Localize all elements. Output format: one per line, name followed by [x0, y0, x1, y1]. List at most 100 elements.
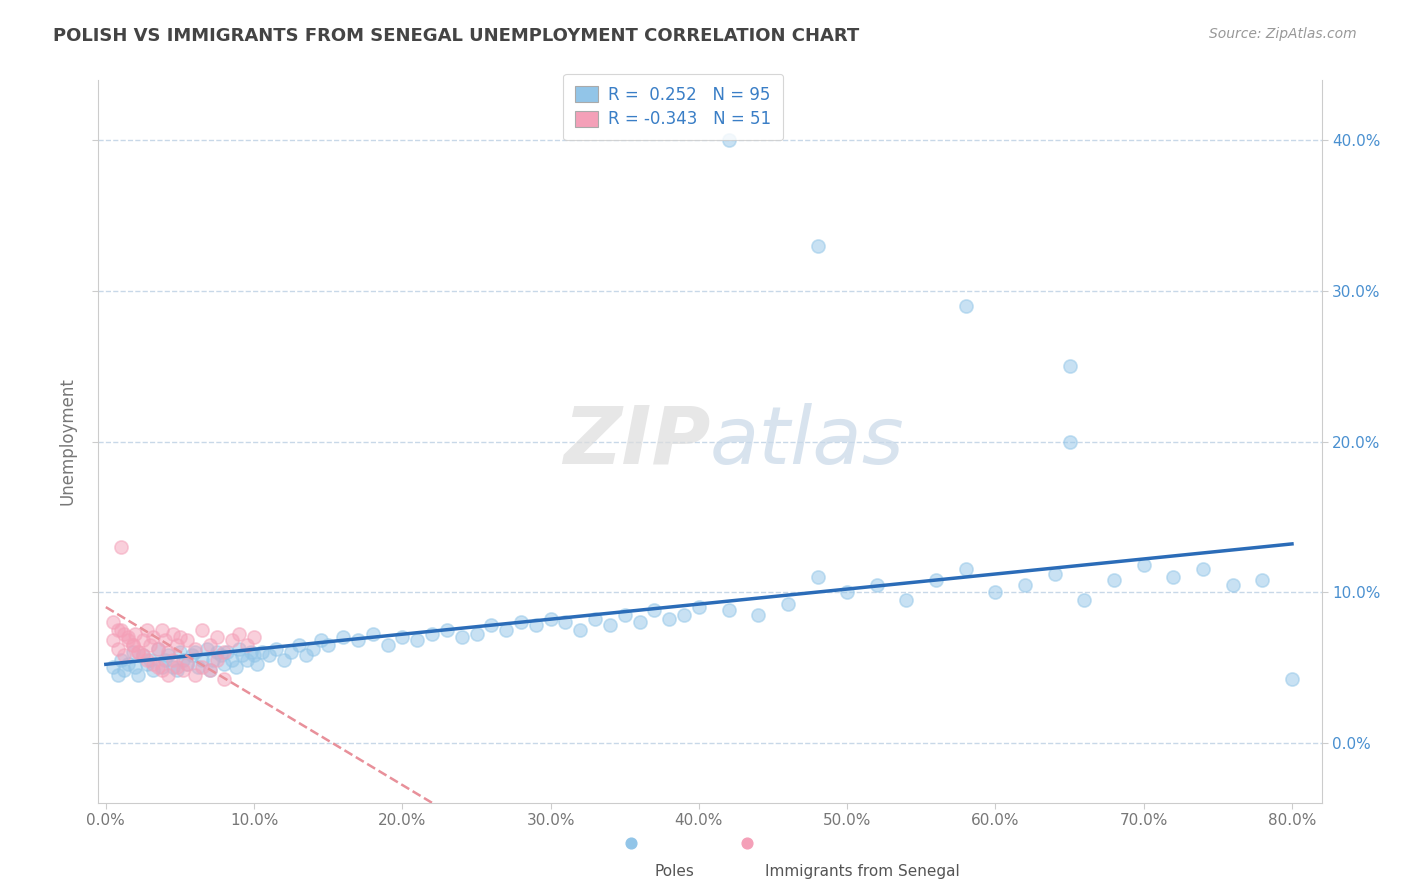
Point [136, 623, 159, 637]
Point [157, 645, 180, 659]
Point [107, 642, 129, 657]
Point [112, 627, 135, 641]
Point [214, 657, 236, 672]
Point [465, 627, 488, 641]
Point [110, 623, 132, 637]
Point [406, 633, 429, 648]
Point [250, 645, 273, 659]
Point [280, 645, 302, 659]
Text: atlas: atlas [710, 402, 905, 481]
Point [172, 653, 194, 667]
Point [201, 653, 224, 667]
Point [166, 660, 188, 674]
Point [176, 657, 198, 672]
Point [225, 660, 247, 674]
Point [157, 668, 180, 682]
Point [316, 638, 339, 652]
Point [540, 612, 562, 626]
Point [1163, 570, 1185, 584]
Point [1281, 673, 1303, 687]
Text: Source: ZipAtlas.com: Source: ZipAtlas.com [1209, 27, 1357, 41]
Point [214, 645, 236, 659]
Point [1059, 359, 1081, 374]
Point [658, 612, 681, 626]
Point [198, 664, 221, 678]
Point [955, 562, 977, 576]
Point [450, 630, 472, 644]
Point [103, 615, 125, 630]
Point [510, 615, 533, 630]
Point [162, 653, 184, 667]
Legend: R =  0.252   N = 95, R = -0.343   N = 51: R = 0.252 N = 95, R = -0.343 N = 51 [564, 74, 783, 140]
Point [1073, 592, 1095, 607]
Point [121, 638, 143, 652]
Point [127, 645, 149, 659]
Text: POLISH VS IMMIGRANTS FROM SENEGAL UNEMPLOYMENT CORRELATION CHART: POLISH VS IMMIGRANTS FROM SENEGAL UNEMPL… [53, 27, 859, 45]
Point [150, 623, 173, 637]
Point [205, 645, 228, 659]
Point [176, 633, 198, 648]
Point [740, 818, 762, 832]
Point [132, 633, 155, 648]
Point [1222, 577, 1244, 591]
Point [524, 618, 547, 632]
Point [1102, 573, 1125, 587]
Point [146, 642, 169, 657]
Point [150, 660, 173, 674]
Point [295, 648, 318, 663]
Point [221, 653, 243, 667]
Point [191, 623, 214, 637]
Point [117, 630, 139, 644]
Point [243, 648, 266, 663]
Point [287, 638, 309, 652]
Point [776, 597, 799, 611]
Point [643, 603, 665, 617]
Point [240, 645, 263, 659]
Point [146, 642, 169, 657]
Point [103, 633, 125, 648]
Point [309, 633, 332, 648]
Point [228, 627, 250, 641]
Point [195, 642, 218, 657]
Point [176, 657, 198, 672]
Point [191, 660, 214, 674]
Point [1251, 573, 1274, 587]
Point [153, 653, 176, 667]
Point [187, 660, 209, 674]
Point [136, 657, 159, 672]
Point [1043, 567, 1066, 582]
Point [257, 648, 280, 663]
Point [273, 653, 295, 667]
Point [184, 668, 207, 682]
Text: Poles: Poles [655, 864, 695, 880]
Point [121, 638, 143, 652]
Point [117, 657, 139, 672]
Point [132, 648, 155, 663]
Point [184, 645, 207, 659]
Point [139, 638, 162, 652]
Point [217, 645, 239, 659]
Point [717, 603, 740, 617]
Point [136, 653, 159, 667]
Point [806, 570, 828, 584]
Point [361, 627, 384, 641]
Y-axis label: Unemployment: Unemployment [59, 377, 77, 506]
Point [162, 627, 184, 641]
Point [139, 653, 162, 667]
Point [169, 630, 191, 644]
Point [688, 600, 710, 615]
Point [479, 618, 502, 632]
Text: ZIP: ZIP [562, 402, 710, 481]
Point [103, 660, 125, 674]
Point [628, 615, 651, 630]
Point [112, 664, 135, 678]
Point [1132, 558, 1154, 572]
Point [127, 668, 149, 682]
Point [142, 664, 165, 678]
Point [221, 633, 243, 648]
Point [1014, 577, 1036, 591]
Point [157, 648, 180, 663]
Point [205, 653, 228, 667]
Point [107, 668, 129, 682]
Point [1059, 434, 1081, 449]
